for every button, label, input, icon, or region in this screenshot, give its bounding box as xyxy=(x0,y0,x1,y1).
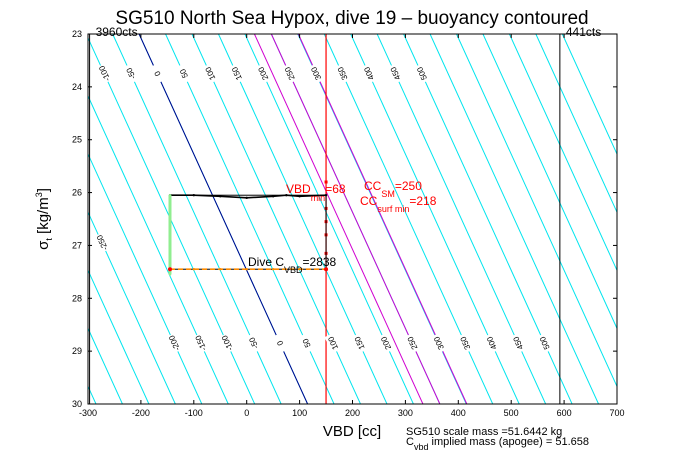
x-tick-label: 0 xyxy=(244,408,249,418)
contour-label-bg xyxy=(281,63,298,84)
dive-series-point xyxy=(192,268,195,271)
contour-labels: -100 -50 0 50 100 150 200 250 300 350 400 450 500-25… xyxy=(93,63,553,354)
contour-label-bg xyxy=(403,332,421,354)
contour-label-bg xyxy=(413,63,430,84)
special-contour-ccsurfmin xyxy=(253,34,424,404)
contour-line xyxy=(561,34,617,156)
contour-label: 50 xyxy=(301,337,313,349)
contour-label: 50 xyxy=(178,67,190,79)
x-tick-label: 100 xyxy=(292,408,307,418)
x-tick-label: -100 xyxy=(185,408,203,418)
dive-series-point xyxy=(168,273,172,276)
contour-label-bg xyxy=(245,332,262,354)
y-tick-label: 24 xyxy=(72,82,82,92)
contour-line xyxy=(88,327,123,404)
chart-title: SG510 North Sea Hypox, dive 19 – buoyanc… xyxy=(115,8,588,29)
contour-label-bg xyxy=(192,332,209,354)
y-axis-ticks: 23 24 25 26 27 28 29 30 xyxy=(72,29,617,409)
y-tick-label: 28 xyxy=(72,293,82,303)
contour-label-bg xyxy=(271,332,289,354)
contour-label-bg xyxy=(95,63,113,84)
x-tick-label: -200 xyxy=(132,408,150,418)
contour-line xyxy=(456,34,617,388)
dive-series-point xyxy=(298,268,301,271)
contour-label-bg xyxy=(509,332,527,354)
ccsm-annotation: CCSM=250 xyxy=(364,179,422,199)
footer-implied-mass: Cvbd implied mass (apogee) = 51.658 xyxy=(406,436,589,452)
contour-label-bg xyxy=(218,332,236,354)
count-label-counts-441: 441cts xyxy=(566,25,601,39)
contour-label-bg xyxy=(228,63,245,84)
contour-label-bg xyxy=(93,232,111,254)
contour-line xyxy=(88,210,176,404)
contour-line xyxy=(482,34,617,330)
vbd-marker xyxy=(324,180,328,184)
x-axis-ticks: -300 -200 -100 0 100 200 300 400 500 600 700 xyxy=(79,34,625,418)
contour-label-bg xyxy=(483,332,500,354)
x-tick-label: 400 xyxy=(451,408,466,418)
dive-series-point xyxy=(271,195,275,198)
contour-label-bg xyxy=(377,332,394,354)
contour-label-bg xyxy=(386,63,404,84)
dive-series-point xyxy=(219,268,222,271)
dive-series-point xyxy=(168,194,172,197)
dive-series xyxy=(167,194,329,276)
dive-cvbd-annotation: Dive CVBD=2838 xyxy=(248,255,337,275)
contour-label: 0 xyxy=(152,69,162,77)
x-tick-label: 500 xyxy=(504,408,519,418)
contour-label-bg xyxy=(350,332,368,354)
ccsurfmin-annotation: CCsurf min=218 xyxy=(360,194,437,214)
dive-series-point xyxy=(245,268,248,271)
contour-line xyxy=(88,269,150,404)
dive-series-point xyxy=(192,194,195,197)
y-tick-label: 29 xyxy=(72,346,82,356)
contour-label-bg xyxy=(254,63,272,84)
y-tick-label: 30 xyxy=(72,399,82,409)
contour-label: 0 xyxy=(275,339,285,347)
contour-label-bg xyxy=(122,63,139,84)
count-labels: 3960cts 441cts xyxy=(96,25,602,39)
dive-series-point xyxy=(324,194,328,197)
dive-series-point xyxy=(298,195,301,198)
y-tick-label: 26 xyxy=(72,188,82,198)
contour-label-bg xyxy=(334,63,351,84)
contour-label-bg xyxy=(165,332,183,354)
y-tick-label: 25 xyxy=(72,135,82,145)
dive-endpoint xyxy=(324,267,329,272)
x-tick-label: 300 xyxy=(398,408,413,418)
y-tick-label: 27 xyxy=(72,240,82,250)
vbd-min-annotation: VBDmin=68 xyxy=(286,182,346,203)
x-tick-label: 700 xyxy=(609,408,624,418)
dive-series-point xyxy=(271,268,275,271)
contour-line xyxy=(508,34,617,272)
contour-label-bg xyxy=(298,332,315,354)
contour-label-bg xyxy=(148,63,166,84)
footer-scale-mass: SG510 scale mass =51.6442 kg xyxy=(406,426,562,438)
contour-line xyxy=(535,34,617,214)
dive-endpoint xyxy=(167,267,172,272)
y-axis-label: σt [kg/m3] xyxy=(34,188,54,250)
contour-line xyxy=(429,34,600,404)
contour-label-bg xyxy=(536,332,553,354)
plot-frame xyxy=(87,33,618,405)
contour-label-bg xyxy=(456,332,474,354)
contour-label-bg xyxy=(175,63,192,84)
count-label-counts-3960: 3960cts xyxy=(96,25,138,39)
dive-series-line xyxy=(169,194,327,199)
contour-label-bg xyxy=(307,63,325,84)
contour-label-bg xyxy=(360,63,378,84)
dive-series-point xyxy=(245,196,248,200)
dive-series-point xyxy=(285,194,288,197)
x-tick-label: 600 xyxy=(557,408,572,418)
x-axis-label: VBD [cc] xyxy=(323,423,381,440)
contour-label-bg xyxy=(324,332,342,354)
dive-series-point xyxy=(219,195,222,198)
y-tick-label: 23 xyxy=(72,29,82,39)
x-tick-label: 200 xyxy=(345,408,360,418)
contour-label-bg xyxy=(430,332,447,354)
annotations: VBDmin=68 CCSM=250 CCsurf min=218 Dive C… xyxy=(248,179,437,275)
contour-label-bg xyxy=(201,63,219,84)
x-tick-label: -300 xyxy=(79,408,97,418)
